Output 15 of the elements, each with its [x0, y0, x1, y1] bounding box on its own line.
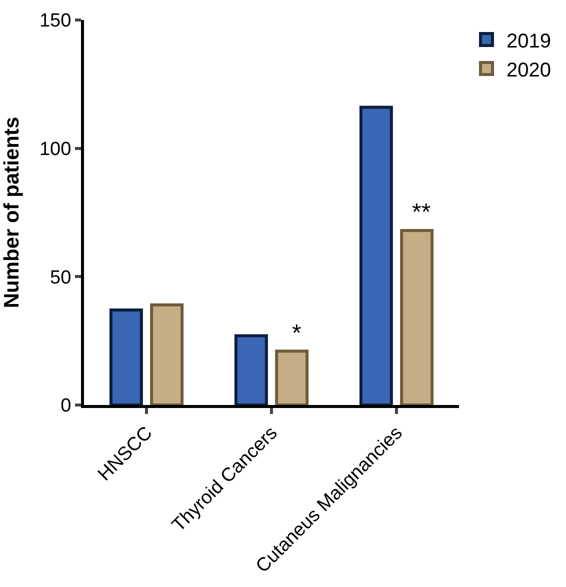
bar — [109, 308, 143, 405]
bar — [150, 303, 184, 405]
legend-label: 2019 — [506, 30, 551, 52]
bar — [234, 334, 268, 405]
legend-label: 2020 — [506, 59, 551, 82]
y-tick-label: 0 — [60, 396, 72, 417]
y-tick-label: 100 — [39, 138, 72, 160]
bar — [359, 106, 393, 405]
bar — [275, 350, 309, 405]
bar — [400, 228, 434, 405]
y-axis-title: Number of patients — [0, 116, 24, 308]
annotation: * — [292, 320, 302, 347]
y-tick-label: 150 — [39, 10, 72, 32]
y-tick-label: 50 — [50, 267, 72, 288]
annotation: ** — [412, 199, 431, 226]
